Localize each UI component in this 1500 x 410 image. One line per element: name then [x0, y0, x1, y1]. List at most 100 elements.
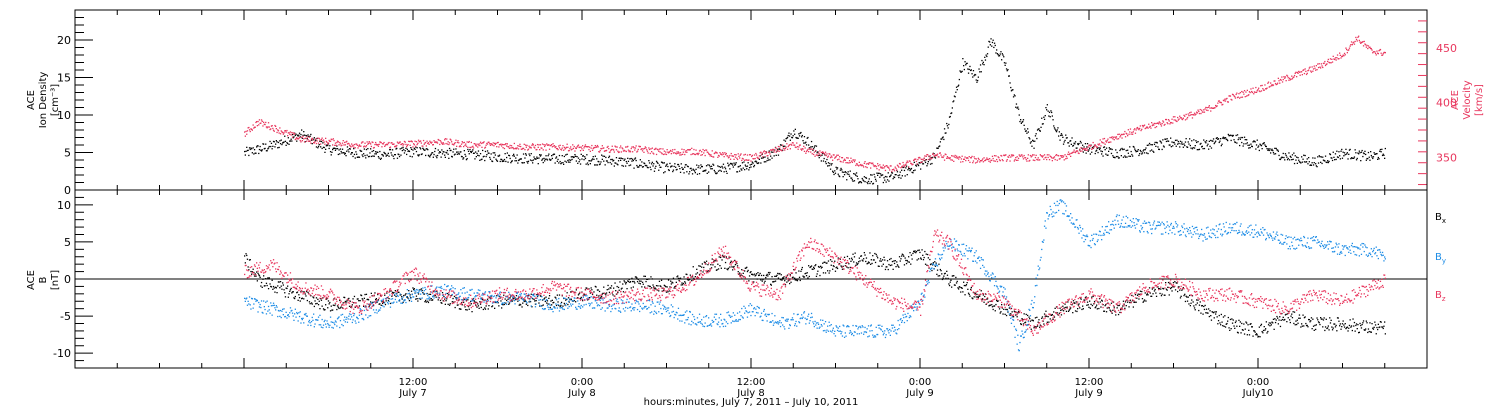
velocity-point — [316, 140, 318, 142]
field-point-bx — [1100, 306, 1102, 308]
velocity-point — [1150, 127, 1152, 129]
field-point-bx — [924, 263, 927, 265]
velocity-point — [689, 149, 691, 151]
density-point — [1048, 115, 1050, 117]
density-point — [913, 161, 915, 163]
velocity-point — [1186, 118, 1188, 120]
velocity-point — [560, 149, 563, 151]
velocity-point — [740, 153, 742, 155]
density-point — [1348, 149, 1351, 151]
density-point — [1260, 145, 1263, 147]
velocity-point — [1135, 129, 1137, 131]
density-point — [1150, 144, 1152, 146]
velocity-point — [895, 167, 897, 170]
field-point-bx — [796, 279, 798, 281]
velocity-point — [672, 149, 674, 151]
density-point — [365, 157, 367, 159]
velocity-point — [1134, 132, 1137, 134]
field-point-bx — [889, 258, 891, 261]
density-point — [1135, 151, 1137, 153]
velocity-point — [787, 145, 789, 148]
field-point-bx — [782, 277, 784, 279]
field-point-bx — [1005, 308, 1007, 311]
density-point — [776, 150, 778, 152]
density-point — [464, 153, 466, 156]
density-point — [1158, 148, 1160, 150]
field-point-bx — [844, 265, 846, 267]
density-point — [660, 166, 662, 168]
field-point-bx — [626, 288, 628, 290]
field-point-bx — [884, 259, 886, 261]
density-point — [1231, 134, 1233, 137]
density-point — [924, 161, 927, 164]
field-point-bx — [712, 264, 714, 266]
velocity-point — [1020, 154, 1022, 156]
velocity-point — [1021, 154, 1023, 156]
field-point-bx — [1285, 313, 1287, 315]
field-point-bx — [1141, 290, 1143, 293]
density-point — [1122, 156, 1125, 158]
velocity-point — [738, 155, 740, 157]
velocity-point — [634, 149, 636, 151]
density-point — [1365, 159, 1367, 161]
velocity-point — [1243, 93, 1245, 95]
field-point-bx — [689, 274, 691, 276]
field-point-bx — [1067, 310, 1070, 312]
velocity-point — [1126, 133, 1128, 135]
field-point-bx — [574, 291, 576, 293]
velocity-point — [850, 157, 852, 159]
density-point — [1019, 120, 1021, 123]
field-point-bx — [527, 295, 530, 297]
density-point — [578, 161, 580, 163]
field-point-bx — [820, 265, 822, 267]
density-point — [930, 157, 932, 159]
density-point — [625, 160, 627, 163]
field-point-bx — [1043, 323, 1045, 325]
density-point — [755, 160, 757, 162]
field-point-bx — [737, 271, 739, 273]
density-point — [1371, 156, 1373, 158]
field-point-bx — [1288, 310, 1290, 313]
density-point — [1127, 152, 1129, 154]
density-point — [253, 153, 255, 155]
density-point — [1255, 144, 1258, 146]
field-point-bx — [1292, 311, 1294, 313]
velocity-point — [753, 158, 755, 160]
density-point — [1314, 157, 1316, 159]
velocity-point — [417, 139, 420, 141]
velocity-point — [978, 158, 980, 161]
density-point — [955, 91, 957, 93]
field-point-bx — [546, 300, 549, 302]
velocity-point — [1128, 133, 1130, 135]
field-point-bx — [816, 273, 818, 275]
date-tick-label: July 7 — [398, 388, 427, 399]
density-point — [760, 157, 763, 159]
velocity-point — [1340, 57, 1342, 59]
density-point — [1103, 146, 1105, 149]
velocity-point — [1230, 98, 1232, 101]
density-tick-label: 15 — [57, 72, 71, 85]
field-point-bx — [727, 269, 729, 271]
velocity-point — [428, 143, 430, 145]
density-point — [308, 135, 310, 138]
density-point — [429, 156, 431, 158]
velocity-point — [813, 153, 815, 156]
density-point — [1275, 147, 1277, 150]
velocity-point — [1208, 105, 1210, 107]
velocity-point — [1016, 156, 1018, 158]
density-point — [1372, 157, 1374, 160]
field-point-bx — [1004, 313, 1006, 315]
field-point-bx — [1231, 318, 1233, 320]
field-point-bx — [419, 289, 421, 291]
density-point — [1153, 151, 1155, 153]
field-point-bx — [851, 259, 853, 261]
velocity-point — [1346, 48, 1348, 51]
field-tick-label: 0 — [64, 273, 71, 286]
field-point-bx — [1289, 321, 1291, 324]
velocity-point — [271, 125, 273, 127]
velocity-point — [805, 152, 807, 154]
field-point-bx — [1124, 307, 1126, 309]
field-point-bx — [1310, 317, 1313, 319]
density-point — [382, 155, 384, 157]
field-point-bx — [648, 285, 651, 287]
